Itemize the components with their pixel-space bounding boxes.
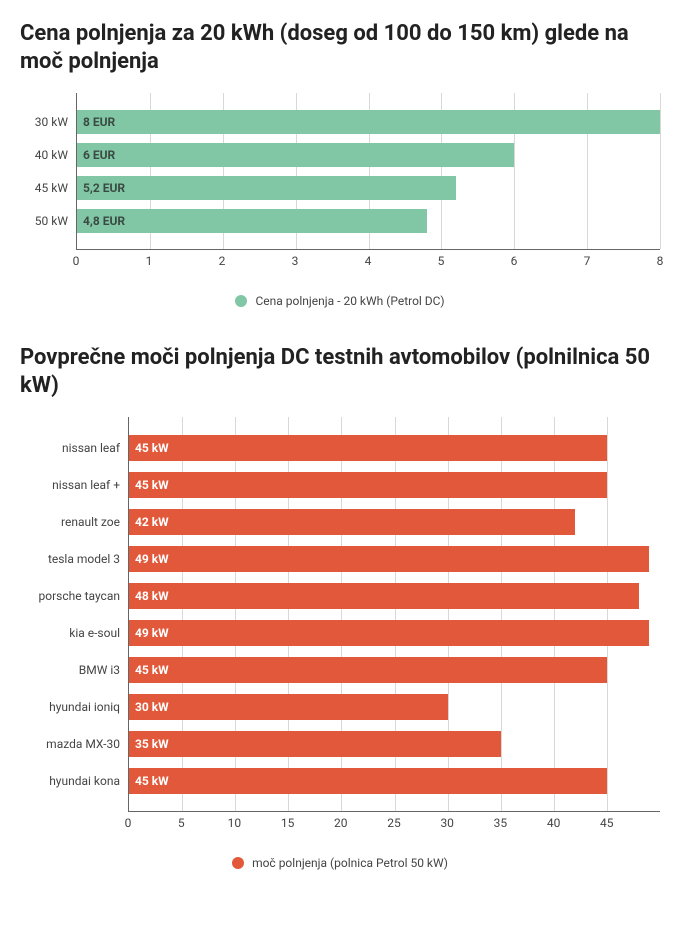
bar-row: 45 kW <box>129 466 660 503</box>
x-tick-label: 5 <box>178 816 185 830</box>
bar: 48 kW <box>129 583 639 609</box>
bar: 49 kW <box>129 620 649 646</box>
bar-row: 8 EUR <box>77 105 660 138</box>
bar-row: 45 kW <box>129 762 660 799</box>
x-tick-label: 4 <box>365 254 372 268</box>
y-category-label: 50 kW <box>20 204 68 237</box>
bar: 45 kW <box>129 657 607 683</box>
chart2-y-labels: nissan leafnissan leaf +renault zoetesla… <box>20 417 128 834</box>
x-tick-label: 0 <box>125 816 132 830</box>
x-tick-label: 20 <box>334 816 348 830</box>
y-category-label: hyundai ioniq <box>20 688 120 725</box>
chart-price-vs-power: Cena polnjenja za 20 kWh (doseg od 100 d… <box>20 20 660 308</box>
chart2-title: Povprečne moči polnjenja DC testnih avto… <box>20 344 660 399</box>
chart2-area: nissan leafnissan leaf +renault zoetesla… <box>20 417 660 834</box>
bar: 8 EUR <box>77 110 660 134</box>
y-category-label: nissan leaf + <box>20 466 120 503</box>
y-category-label: kia e-soul <box>20 614 120 651</box>
x-tick-label: 40 <box>547 816 561 830</box>
x-tick-label: 30 <box>440 816 454 830</box>
chart1-legend: Cena polnjenja - 20 kWh (Petrol DC) <box>20 294 660 308</box>
bar-row: 35 kW <box>129 725 660 762</box>
chart1-bars: 8 EUR 6 EUR 5,2 EUR 4,8 EUR <box>77 93 660 249</box>
x-tick-label: 0 <box>73 254 80 268</box>
bar: 49 kW <box>129 546 649 572</box>
bar: 5,2 EUR <box>77 176 456 200</box>
chart2-legend: moč polnjenja (polnica Petrol 50 kW) <box>20 856 660 870</box>
bar-row: 6 EUR <box>77 138 660 171</box>
y-category-label: 45 kW <box>20 171 68 204</box>
bar: 45 kW <box>129 472 607 498</box>
bar-row: 5,2 EUR <box>77 171 660 204</box>
x-tick-label: 1 <box>146 254 153 268</box>
chart2-bars: 45 kW 45 kW 42 kW 49 kW 48 kW 49 kW 45 kW 30 kW… <box>129 417 660 811</box>
x-tick-label: 35 <box>494 816 508 830</box>
bar: 35 kW <box>129 731 501 757</box>
x-tick-label: 5 <box>438 254 445 268</box>
x-tick-label: 7 <box>584 254 591 268</box>
y-category-label: renault zoe <box>20 503 120 540</box>
bar: 6 EUR <box>77 143 514 167</box>
bar: 42 kW <box>129 509 575 535</box>
x-tick-label: 15 <box>281 816 295 830</box>
bar: 30 kW <box>129 694 448 720</box>
bar: 45 kW <box>129 435 607 461</box>
chart1-x-axis: 012345678 <box>76 252 660 272</box>
chart2-plot: 45 kW 45 kW 42 kW 49 kW 48 kW 49 kW 45 kW 30 kW… <box>128 417 660 812</box>
y-category-label: BMW i3 <box>20 651 120 688</box>
gridline <box>660 93 661 249</box>
x-tick-label: 45 <box>600 816 614 830</box>
chart1-y-labels: 30 kW40 kW45 kW50 kW <box>20 93 76 272</box>
y-category-label: tesla model 3 <box>20 540 120 577</box>
bar: 4,8 EUR <box>77 209 427 233</box>
y-category-label: 30 kW <box>20 105 68 138</box>
x-tick-label: 6 <box>511 254 518 268</box>
chart1-legend-label: Cena polnjenja - 20 kWh (Petrol DC) <box>255 294 444 308</box>
bar-row: 45 kW <box>129 651 660 688</box>
x-tick-label: 2 <box>219 254 226 268</box>
y-category-label: nissan leaf <box>20 429 120 466</box>
chart1-plot: 8 EUR 6 EUR 5,2 EUR 4,8 EUR <box>76 93 660 250</box>
chart2-legend-swatch <box>232 857 244 869</box>
y-category-label: porsche taycan <box>20 577 120 614</box>
bar-row: 45 kW <box>129 429 660 466</box>
x-tick-label: 25 <box>387 816 401 830</box>
y-category-label: hyundai kona <box>20 762 120 799</box>
bar: 45 kW <box>129 768 607 794</box>
bar-row: 49 kW <box>129 540 660 577</box>
chart2-legend-label: moč polnjenja (polnica Petrol 50 kW) <box>252 856 448 870</box>
chart2-x-axis: 0 5 10 15 20 25 30 35 40 45 <box>128 814 660 834</box>
chart1-area: 30 kW40 kW45 kW50 kW 8 EUR 6 EUR 5,2 EUR 4,… <box>20 93 660 272</box>
chart1-legend-swatch <box>235 295 247 307</box>
bar-row: 42 kW <box>129 503 660 540</box>
bar-row: 30 kW <box>129 688 660 725</box>
x-tick-label: 10 <box>228 816 242 830</box>
bar-row: 49 kW <box>129 614 660 651</box>
chart1-title: Cena polnjenja za 20 kWh (doseg od 100 d… <box>20 20 660 75</box>
bar-row: 4,8 EUR <box>77 204 660 237</box>
bar-row: 48 kW <box>129 577 660 614</box>
y-category-label: mazda MX-30 <box>20 725 120 762</box>
x-tick-label: 3 <box>292 254 299 268</box>
x-tick-label: 8 <box>657 254 664 268</box>
chart-avg-power-cars: Povprečne moči polnjenja DC testnih avto… <box>20 344 660 870</box>
y-category-label: 40 kW <box>20 138 68 171</box>
